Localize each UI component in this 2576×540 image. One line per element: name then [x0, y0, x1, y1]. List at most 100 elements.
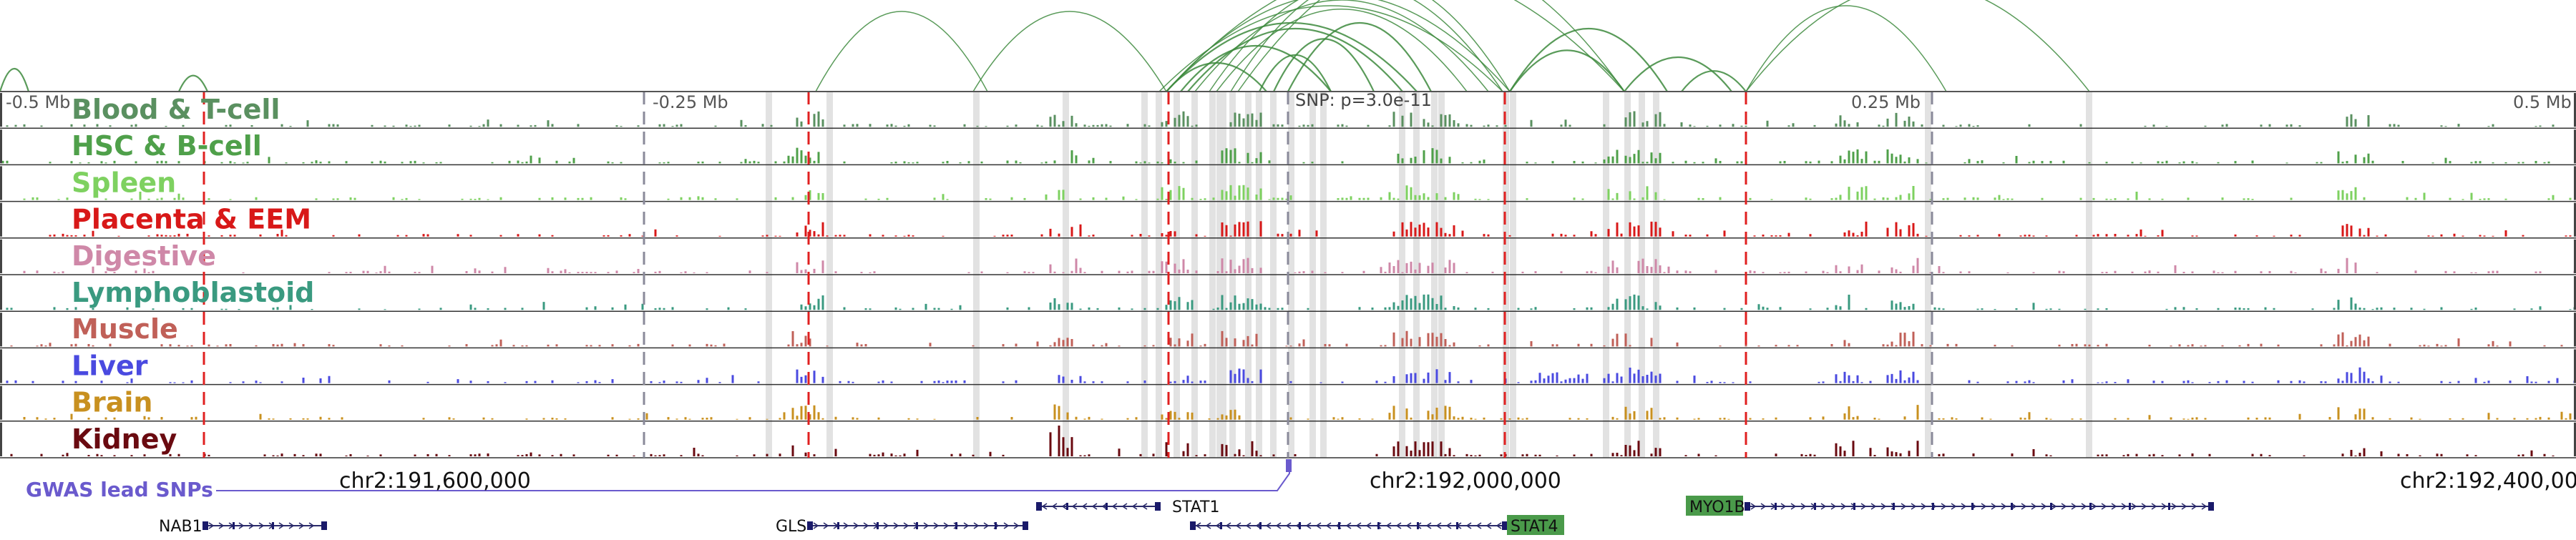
strand-arrow: [218, 522, 225, 529]
coordinate-label: chr2:191,600,000: [339, 468, 531, 494]
strand-arrow: [288, 522, 295, 529]
gene-label: GLS: [776, 518, 806, 536]
interaction-arc: [1259, 54, 1332, 92]
strand-arrow: [1365, 522, 1372, 529]
strand-arrow: [1901, 503, 1907, 510]
strand-arrow: [1385, 522, 1392, 529]
track-signal: [6, 367, 2576, 383]
strand-arrow: [2171, 503, 2177, 510]
track-edge-tick: [2574, 276, 2576, 310]
gene-exon: [1502, 521, 1508, 530]
gene-label: STAT1: [1172, 499, 1219, 516]
track-label: Brain: [72, 387, 152, 418]
gwas-snp-marker: [1286, 459, 1292, 472]
strand-arrow: [2191, 503, 2197, 510]
gene-highlight: [1686, 496, 1743, 516]
gwas-track-label: GWAS lead SNPs: [26, 478, 213, 501]
strand-arrow: [1245, 522, 1252, 529]
track-edge-tick: [2574, 313, 2576, 347]
strand-arrow: [2061, 503, 2067, 510]
gene-models: NAB1 GLS STAT1 STAT4 MYO1B: [159, 496, 2214, 536]
tick-label: 0.25 Mb: [1851, 92, 1921, 112]
gene-exon: [1971, 503, 1974, 510]
strand-arrow: [973, 522, 980, 529]
strand-arrow: [2151, 503, 2157, 510]
gene-exon: [1893, 503, 1895, 510]
gene-model: MYO1B: [1686, 496, 2214, 516]
strand-arrow: [2161, 503, 2167, 510]
gene-exon: [1106, 503, 1108, 510]
strand-arrow: [208, 522, 215, 529]
gene-exon: [2050, 503, 2052, 510]
strand-arrow: [2001, 503, 2007, 510]
interaction-arc: [1509, 28, 1668, 92]
strand-arrow: [813, 522, 819, 529]
strand-arrow: [258, 522, 265, 529]
strand-arrow: [2141, 503, 2147, 510]
track-edge-tick: [0, 166, 2, 200]
strand-arrow: [1325, 522, 1332, 529]
gene-exon: [1190, 521, 1196, 530]
strand-arrow: [2091, 503, 2097, 510]
interaction-arc: [1158, 5, 1503, 92]
strand-arrow: [1305, 522, 1312, 529]
track-label: Spleen: [72, 167, 176, 198]
strand-arrow: [1195, 522, 1201, 529]
gene-exon: [916, 522, 918, 529]
strand-arrow: [248, 522, 255, 529]
strand-arrow: [1425, 522, 1432, 529]
interaction-arc: [0, 68, 30, 92]
gene-exon: [877, 522, 879, 529]
track-label: Kidney: [72, 423, 177, 455]
strand-arrow: [1003, 522, 1010, 529]
gene-exon: [272, 522, 274, 529]
strand-arrow: [1465, 522, 1472, 529]
strand-arrow: [2051, 503, 2057, 510]
gene-exon: [1023, 521, 1028, 530]
strand-arrow: [823, 522, 829, 529]
strand-arrow: [1921, 503, 1927, 510]
strand-arrow: [278, 522, 285, 529]
strand-arrow: [2201, 503, 2207, 510]
strand-arrow: [1235, 522, 1241, 529]
gene-exon: [2089, 503, 2092, 510]
interaction-arc: [1230, 0, 1511, 92]
strand-arrow: [1991, 503, 1997, 510]
strand-arrow: [1830, 503, 1837, 510]
gene-label: STAT4: [1511, 518, 1558, 536]
axis-ruler: -0.5 Mb -0.25 Mb SNP: p=3.0e-11 0.25 Mb …: [0, 90, 2576, 112]
snp-pvalue-label: SNP: p=3.0e-11: [1295, 90, 1432, 110]
strand-arrow: [1951, 503, 1957, 510]
variant-markers: [203, 92, 1933, 458]
track-edge-tick: [2574, 166, 2576, 200]
interaction-arc: [177, 74, 209, 92]
strand-arrow: [1205, 522, 1211, 529]
track-edge-tick: [2574, 422, 2576, 456]
gwas-track: GWAS lead SNPs: [26, 459, 1292, 501]
strand-arrow: [2131, 503, 2137, 510]
gene-exon: [995, 522, 997, 529]
strand-arrow: [2121, 503, 2127, 510]
strand-arrow: [1285, 522, 1292, 529]
interaction-arc: [1681, 70, 1747, 92]
strand-arrow: [1941, 503, 1947, 510]
gene-exon: [1853, 503, 1855, 510]
gene-exon: [1814, 503, 1816, 510]
track-edge-tick: [2574, 93, 2576, 127]
gene-exon: [1745, 502, 1750, 511]
strand-arrow: [1061, 503, 1068, 510]
track-edge-tick: [2574, 386, 2576, 420]
strand-arrow: [1051, 503, 1058, 510]
strand-arrow: [1091, 503, 1098, 510]
gene-exon: [807, 521, 813, 530]
interaction-arc: [1745, 5, 1947, 92]
strand-arrow: [298, 522, 305, 529]
track-label: Liver: [72, 350, 148, 381]
interaction-arcs: [0, 0, 2090, 92]
interaction-arc: [815, 11, 988, 92]
gene-exon: [2129, 503, 2131, 510]
strand-arrow: [2181, 503, 2187, 510]
track-signal: [23, 257, 2576, 273]
gene-model: STAT4: [1190, 515, 1564, 536]
